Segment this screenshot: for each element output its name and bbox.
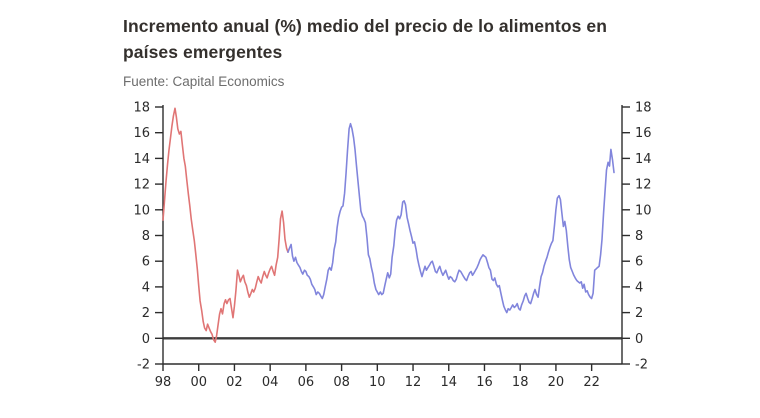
y-tick-label-right: 2	[635, 306, 643, 321]
y-tick-label-right: 14	[635, 152, 652, 167]
x-tick-label: 02	[226, 375, 243, 390]
y-tick-label-right: 4	[635, 280, 643, 295]
y-tick-label-left: 6	[142, 255, 150, 270]
x-tick-label: 10	[369, 375, 386, 390]
y-tick-label-right: -2	[635, 358, 648, 373]
x-tick-label: 14	[440, 375, 457, 390]
y-tick-label-right: 8	[635, 229, 643, 244]
chart-header: Incremento anual (%) medio del precio de…	[123, 13, 723, 89]
y-tick-label-left: 16	[133, 126, 150, 141]
y-tick-label-left: 4	[142, 280, 150, 295]
y-tick-label-left: 10	[133, 203, 150, 218]
y-tick-label-right: 12	[635, 178, 652, 193]
y-tick-label-left: 0	[142, 332, 150, 347]
y-tick-label-right: 18	[635, 101, 652, 116]
y-tick-label-left: 2	[142, 306, 150, 321]
series-red-line	[162, 107, 289, 344]
x-tick-label: 98	[155, 375, 172, 390]
x-tick-label: 04	[262, 375, 279, 390]
x-tick-label: 08	[333, 375, 350, 390]
y-axis-right: -2 0 2 4 6 8 10 12 14 16 18	[621, 101, 652, 373]
x-tick-label: 22	[583, 375, 600, 390]
x-axis: 98 00 02 04 06 08 10 12 14 16 18 20 22	[155, 363, 622, 390]
series-blue-line	[287, 122, 615, 314]
y-tick-label-right: 0	[635, 332, 643, 347]
x-tick-label: 06	[298, 375, 315, 390]
chart-source: Fuente: Capital Economics	[123, 74, 285, 89]
y-tick-label-right: 10	[635, 203, 652, 218]
y-axis-left: -2 0 2 4 6 8 10 12 14 16 18	[133, 101, 164, 373]
x-tick-label: 20	[548, 375, 565, 390]
y-tick-label-right: 16	[635, 126, 652, 141]
x-tick-label: 12	[405, 375, 422, 390]
y-tick-label-left: 8	[142, 229, 150, 244]
chart-title-line-1: Incremento anual (%) medio del precio de…	[123, 16, 608, 36]
x-tick-label: 00	[190, 375, 207, 390]
x-tick-label: 18	[512, 375, 529, 390]
y-tick-label-left: 12	[133, 178, 150, 193]
y-tick-label-right: 6	[635, 255, 643, 270]
y-tick-label-left: 18	[133, 101, 150, 116]
x-tick-label: 16	[476, 375, 493, 390]
y-tick-label-left: -2	[137, 358, 150, 373]
chart-title-line-2: países emergentes	[123, 42, 283, 62]
y-tick-label-left: 14	[133, 152, 150, 167]
